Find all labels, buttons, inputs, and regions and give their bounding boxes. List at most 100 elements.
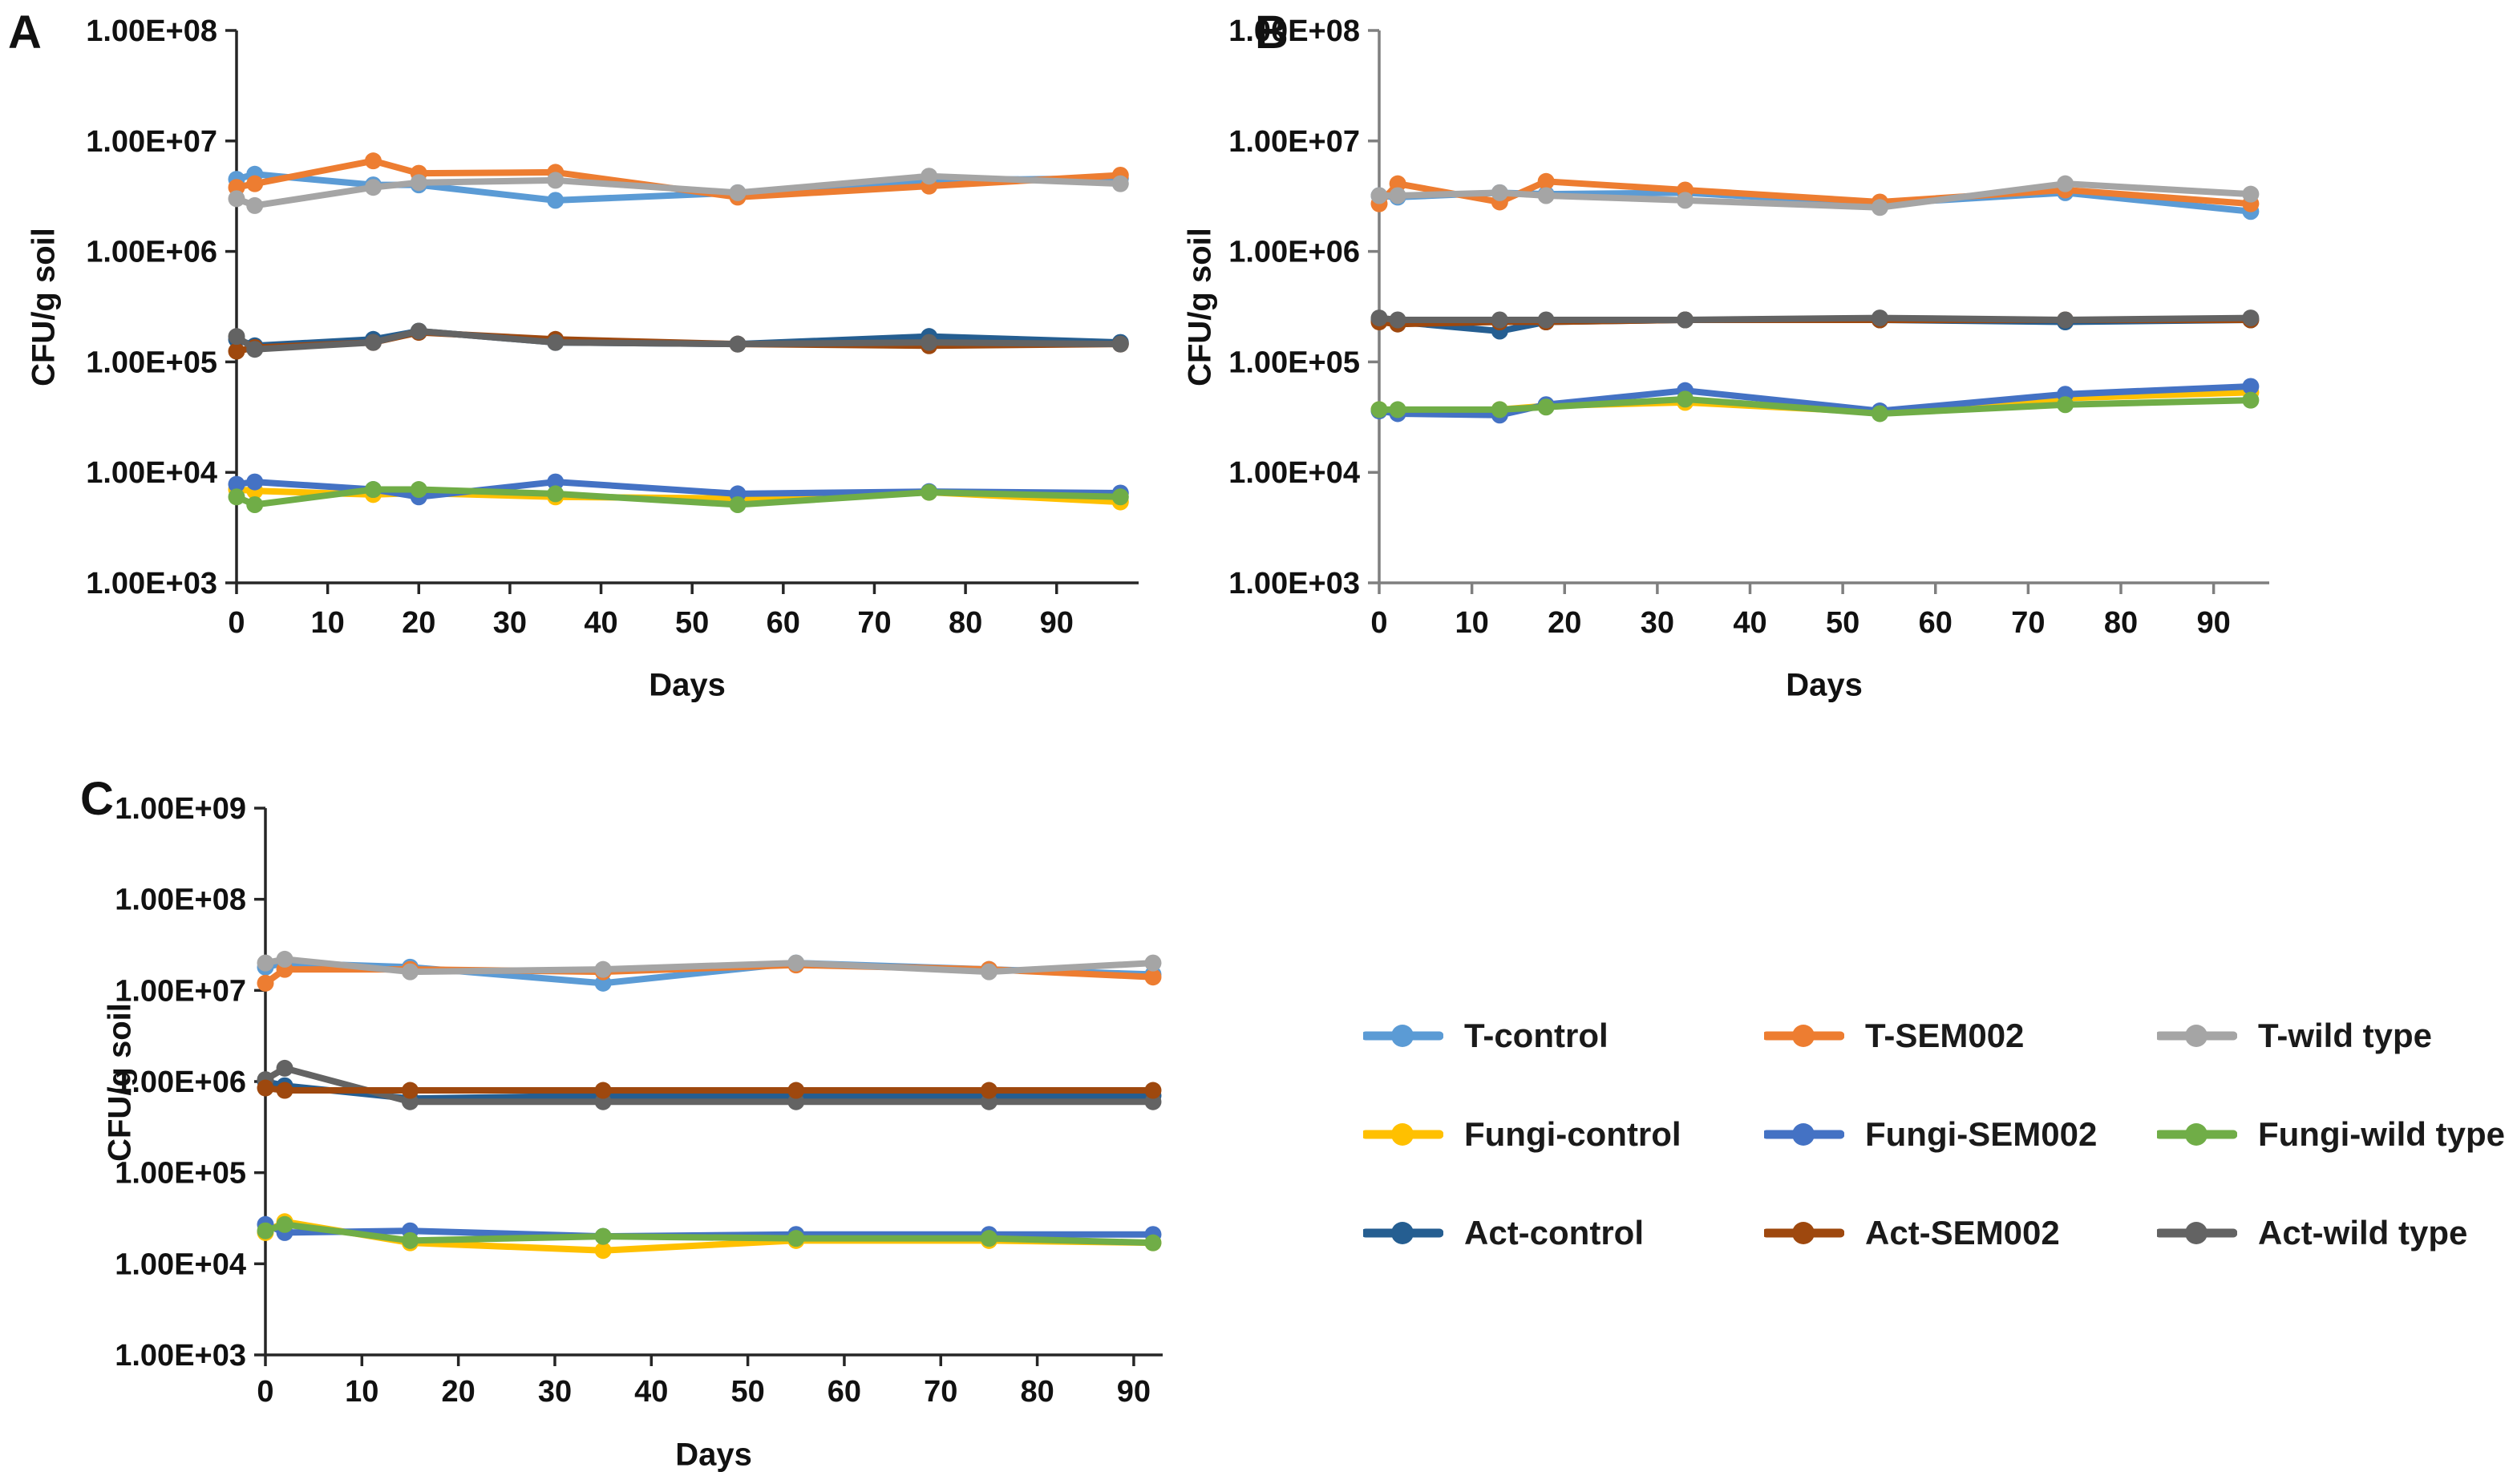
data-point-T-SEM002 [257, 974, 274, 992]
data-point-Act-wild type [1389, 311, 1406, 329]
x-tick-label: 80 [2104, 606, 2138, 640]
legend-label: T-control [1464, 1016, 1609, 1054]
x-tick-label: 90 [2196, 606, 2230, 640]
y-tick-label: 1.00E+06 [86, 236, 217, 269]
series-line-T-SEM002 [1376, 178, 2254, 208]
data-point-Fungi-wild type [1144, 1234, 1162, 1251]
series-line-T-control [233, 171, 1124, 204]
data-point-T-wild type [729, 184, 747, 201]
legend-line-marker-icon [1764, 1221, 1844, 1244]
data-point-T-wild type [1389, 187, 1406, 204]
legend-item-act-wild-type: Act-wild type [2117, 1183, 2510, 1282]
legend-label: Fungi-SEM002 [1865, 1114, 2098, 1153]
chart-legend: T-control T-SEM002 T-wild type Fungi-con… [1323, 986, 2510, 1282]
data-point-Fungi-wild type [401, 1231, 419, 1249]
y-tick-label: 1.00E+04 [86, 456, 217, 490]
data-point-Act-wild type [2242, 309, 2260, 327]
legend-item-act-control: Act-control [1323, 1183, 1724, 1282]
y-tick-label: 1.00E+07 [86, 125, 217, 159]
data-point-Fungi-wild type [2057, 396, 2074, 414]
x-tick-label: 80 [949, 606, 982, 640]
y-tick-label: 1.00E+06 [115, 1065, 246, 1099]
data-point-T-SEM002 [1537, 172, 1555, 190]
data-point-Fungi-wild type [1537, 398, 1555, 416]
data-point-Act-wild type [410, 322, 427, 340]
x-tick-label: 50 [1826, 606, 1859, 640]
data-point-Act-SEM002 [228, 342, 245, 360]
axis-lines [1378, 30, 2269, 584]
chart-panel-b: 1.00E+08 1.00E+07 1.00E+06 1.00E+05 1.00E+04… [1143, 0, 2329, 730]
data-point-Act-SEM002 [1144, 1082, 1162, 1099]
y-tick-label: 1.00E+08 [1228, 14, 1360, 48]
y-tick-label: 1.00E+08 [86, 14, 217, 48]
x-tick-label: 40 [584, 606, 617, 640]
x-axis-label-c: Days [675, 1437, 752, 1473]
data-point-Fungi-wild type [228, 488, 245, 506]
legend-item-t-sem002: T-SEM002 [1724, 986, 2117, 1085]
data-point-Act-wild type [228, 328, 245, 346]
series-line-Act-wild type [233, 327, 1124, 353]
x-tick-label: 30 [493, 606, 527, 640]
x-tick-label: 30 [1641, 606, 1674, 640]
data-point-T-wild type [246, 196, 264, 214]
data-point-Fungi-wild type [980, 1230, 998, 1247]
x-tick-label: 10 [1455, 606, 1488, 640]
data-point-Act-wild type [1537, 311, 1555, 329]
legend-label: T-wild type [2258, 1016, 2433, 1054]
data-point-T-wild type [1111, 175, 1129, 192]
x-tick-label: 10 [310, 606, 344, 640]
series-line-Fungi-wild type [1376, 395, 2254, 417]
data-point-Fungi-wild type [276, 1215, 293, 1233]
data-point-Act-SEM002 [257, 1079, 274, 1097]
x-tick-label: 0 [228, 606, 245, 640]
legend-line-marker-icon [2157, 1221, 2237, 1244]
x-tick-label: 40 [1733, 606, 1766, 640]
legend-item-fungi-sem002: Fungi-SEM002 [1724, 1085, 2117, 1183]
legend-label: Fungi-wild type [2258, 1114, 2505, 1153]
data-point-Act-wild type [1111, 335, 1129, 353]
data-point-Fungi-wild type [594, 1227, 612, 1245]
y-tick-label: 1.00E+03 [115, 1339, 246, 1373]
data-point-T-wild type [257, 954, 274, 972]
x-tick-label: 80 [1020, 1375, 1054, 1409]
data-point-Fungi-SEM002 [228, 475, 245, 493]
x-tick-label: 0 [257, 1375, 273, 1409]
data-point-T-wild type [401, 963, 419, 981]
chart-c-plot: 1.00E+09 1.00E+08 1.00E+07 1.00E+06 1.00E+05… [115, 792, 1163, 1409]
data-point-T-wild type [594, 960, 612, 978]
data-point-Fungi-wild type [257, 1222, 274, 1239]
data-point-T-wild type [410, 174, 427, 192]
y-tick-label: 1.00E+07 [1228, 125, 1360, 159]
data-point-Fungi-wild type [1370, 401, 1388, 419]
data-point-Fungi-wild type [1111, 488, 1129, 506]
y-tick-label: 1.00E+05 [86, 346, 217, 379]
x-tick-label: 50 [730, 1375, 764, 1409]
legend-line-marker-icon [1764, 1024, 1844, 1047]
series-line-T-SEM002 [233, 157, 1124, 200]
x-tick-label: 30 [538, 1375, 572, 1409]
data-point-Act-wild type [1871, 309, 1888, 327]
legend-line-marker-icon [1363, 1024, 1443, 1047]
data-point-T-wild type [921, 168, 938, 185]
data-point-Fungi-wild type [1871, 405, 1888, 423]
data-point-T-wild type [228, 190, 245, 208]
y-tick-label: 1.00E+06 [1228, 236, 1360, 269]
data-point-Act-wild type [547, 334, 565, 351]
panel-label-c: C [80, 773, 114, 825]
series-line-T-wild type [233, 172, 1124, 209]
legend-line-marker-icon [1764, 1122, 1844, 1146]
series-line-Fungi-SEM002 [1376, 382, 2254, 419]
legend-item-t-control: T-control [1323, 986, 1724, 1085]
chart-panel-a: 1.00E+08 1.00E+07 1.00E+06 1.00E+05 1.00E+04… [0, 0, 1171, 730]
data-point-Fungi-SEM002 [547, 473, 565, 491]
data-point-T-wild type [276, 950, 293, 968]
x-tick-label: 90 [1117, 1375, 1151, 1409]
data-point-Fungi-wild type [410, 481, 427, 499]
y-tick-label: 1.00E+09 [115, 792, 246, 826]
series-line-Act-SEM002 [262, 1085, 1156, 1094]
y-tick-label: 1.00E+07 [115, 974, 246, 1008]
data-point-T-wild type [364, 179, 382, 196]
data-point-T-control [547, 192, 565, 209]
data-point-Fungi-SEM002 [246, 473, 264, 491]
